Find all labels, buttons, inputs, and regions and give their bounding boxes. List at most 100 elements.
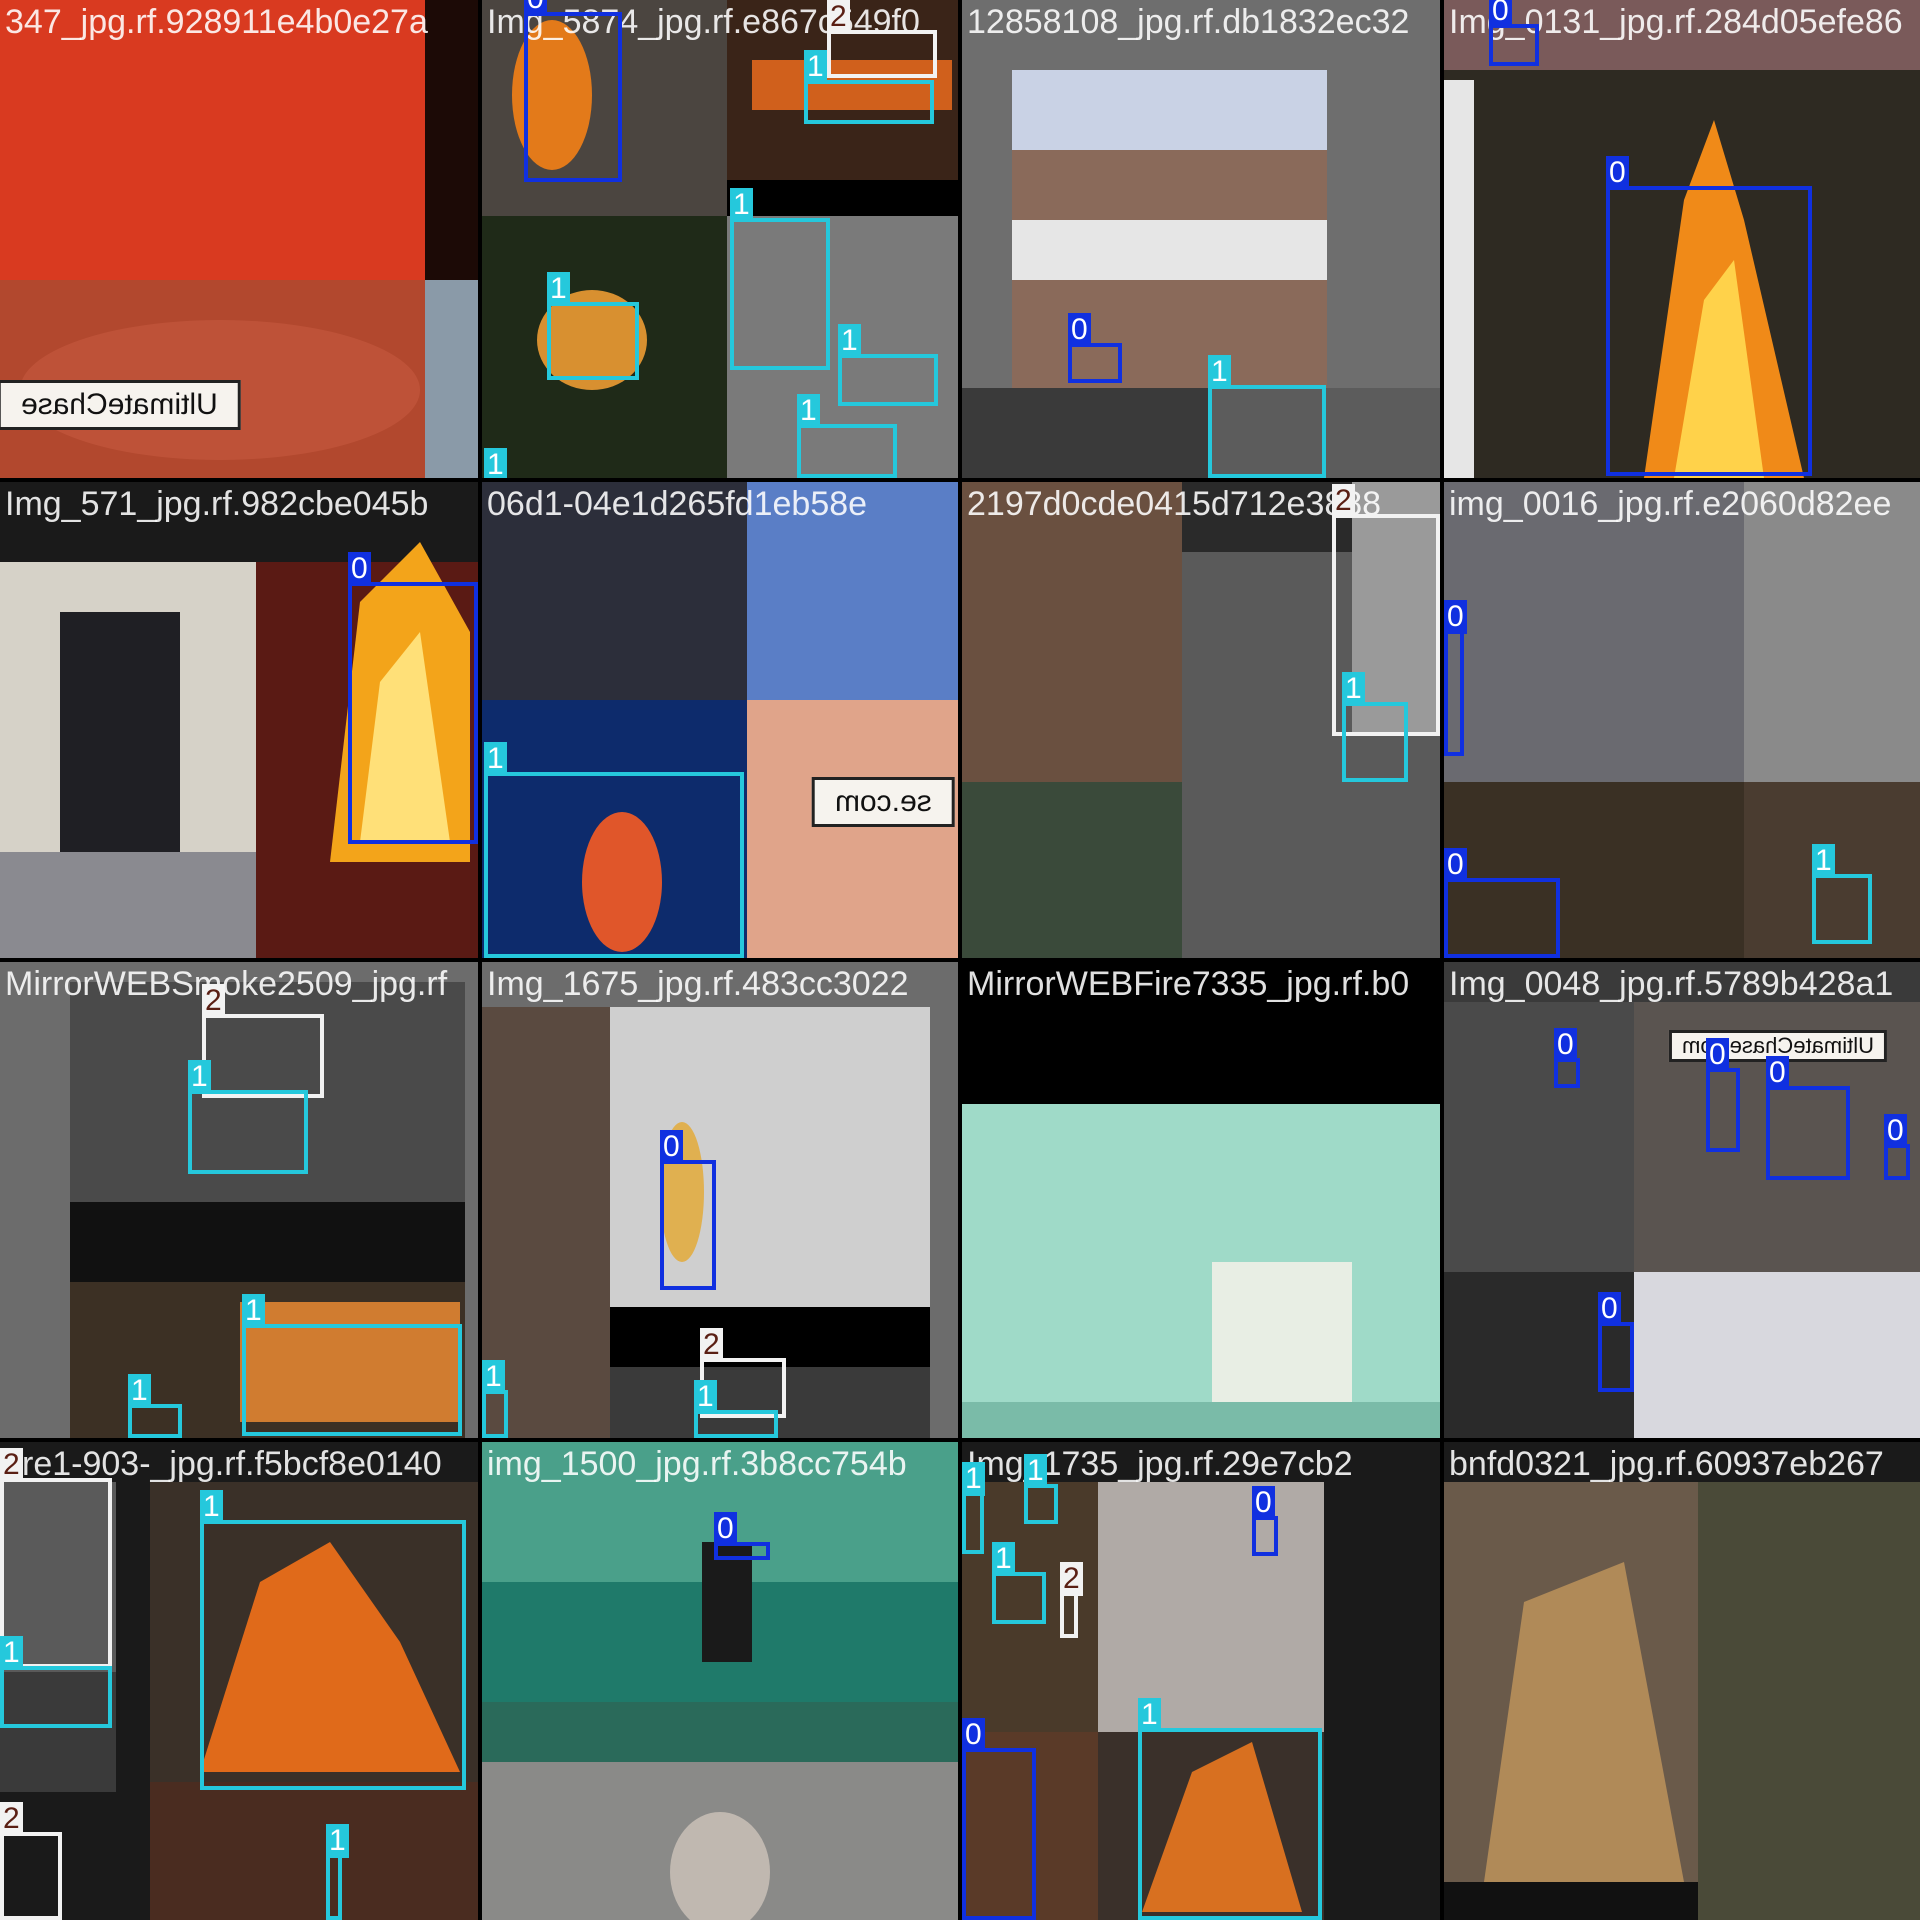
class-label: 1 bbox=[838, 324, 861, 358]
watermark-text: se.com bbox=[812, 777, 955, 827]
red-blurred-closeup-image bbox=[0, 0, 478, 478]
tile-title: Img_1675_jpg.rf.483cc3022 bbox=[487, 965, 909, 1003]
detection-box-class-1: 1 bbox=[694, 1380, 778, 1438]
wooden-chair-forest-image bbox=[1444, 1442, 1920, 1920]
class-label: 0 bbox=[1598, 1292, 1621, 1326]
tile-title: fire1-903-_jpg.rf.f5bcf8e0140 bbox=[5, 1445, 442, 1483]
detection-box-class-0: 0 bbox=[1252, 1486, 1278, 1556]
detection-box-class-1: 1 bbox=[482, 1360, 508, 1438]
watermark-text: UltimateChase bbox=[0, 380, 241, 430]
tile-title: 12858108_jpg.rf.db1832ec32 bbox=[967, 3, 1410, 41]
blue-night-fire-image bbox=[482, 482, 958, 958]
image-tile: UltimateChase.com Img_0048_jpg.rf.5789b4… bbox=[1444, 962, 1920, 1438]
class-label: 1 bbox=[1812, 844, 1835, 878]
class-label: 1 bbox=[482, 1360, 505, 1394]
detection-box-class-0: 0 bbox=[1706, 1038, 1740, 1152]
class-label: 0 bbox=[962, 1718, 985, 1752]
detection-box-class-0: 0 bbox=[660, 1130, 716, 1290]
detection-box-class-0: 0 bbox=[1068, 313, 1122, 383]
detection-box-class-0: 0 bbox=[962, 1718, 1036, 1920]
image-tile: 12858108_jpg.rf.db1832ec32 0 1 bbox=[962, 0, 1440, 478]
class-label: 2 bbox=[700, 1328, 723, 1362]
class-label: 0 bbox=[1489, 0, 1512, 28]
class-label: 0 bbox=[1884, 1114, 1907, 1148]
detection-box-class-1: 1 bbox=[484, 742, 744, 958]
image-tile: 2197d0cde0415d712e3888 2 1 bbox=[962, 482, 1440, 958]
detection-box-class-0: 0 bbox=[1444, 848, 1560, 958]
image-tile: UltimateChase 347_jpg.rf.928911e4b0e27a bbox=[0, 0, 478, 478]
image-tile: Img_1735_jpg.rf.29e7cb2 1 1 1 2 0 0 1 bbox=[962, 1442, 1440, 1920]
class-label: 1 bbox=[128, 1374, 151, 1408]
class-label: 1 bbox=[730, 188, 753, 222]
class-label: 1 bbox=[547, 272, 570, 306]
class-label: 0 bbox=[524, 0, 547, 16]
detection-box-class-0: 0 bbox=[1884, 1114, 1910, 1180]
class-label: 1 bbox=[484, 448, 507, 478]
detection-box-class-0: 0 bbox=[714, 1512, 770, 1560]
image-tile: Img_1675_jpg.rf.483cc3022 0 1 2 1 bbox=[482, 962, 958, 1438]
class-label: 2 bbox=[827, 0, 850, 34]
detection-box-class-0: 0 bbox=[348, 552, 478, 844]
building-fire-image bbox=[962, 482, 1440, 958]
image-tile: se.com 06d1-04e1d265fd1eb58e 1 bbox=[482, 482, 958, 958]
detection-box-class-1: 1 bbox=[188, 1060, 308, 1174]
class-label: 1 bbox=[1342, 672, 1365, 706]
detection-box-class-2: 2 bbox=[1332, 484, 1440, 736]
class-label: 1 bbox=[200, 1490, 223, 1524]
tile-title: img_0016_jpg.rf.e2060d82ee bbox=[1449, 485, 1892, 523]
tile-title: MirrorWEBFire7335_jpg.rf.b0 bbox=[967, 965, 1410, 1003]
detection-box-class-0: 0 bbox=[1606, 156, 1812, 476]
class-label: 1 bbox=[804, 50, 827, 84]
class-label: 1 bbox=[1208, 355, 1231, 389]
detection-box-class-2: 2 bbox=[827, 0, 937, 78]
image-tile: MirrorWEBSmoke2509_jpg.rf 2 1 1 1 bbox=[0, 962, 478, 1438]
image-tile: fire1-903-_jpg.rf.f5bcf8e0140 2 1 1 2 1 bbox=[0, 1442, 478, 1920]
detection-box-class-1: 1 bbox=[838, 324, 938, 406]
class-label: 0 bbox=[660, 1130, 683, 1164]
detection-box-class-2: 2 bbox=[202, 984, 324, 1098]
detection-box-class-2: 2 bbox=[0, 1802, 62, 1920]
tile-title: 2197d0cde0415d712e3888 bbox=[967, 485, 1382, 523]
image-tile: Img_0131_jpg.rf.284d05efe86 0 0 bbox=[1444, 0, 1920, 478]
tile-title: Img_571_jpg.rf.982cbe045b bbox=[5, 485, 429, 523]
tile-title: 06d1-04e1d265fd1eb58e bbox=[487, 485, 868, 523]
tile-title: MirrorWEBSmoke2509_jpg.rf bbox=[5, 965, 448, 1003]
tile-title: 347_jpg.rf.928911e4b0e27a bbox=[5, 3, 428, 41]
detection-box-class-1: 1 bbox=[547, 272, 639, 380]
image-tile: Img_571_jpg.rf.982cbe045b 0 bbox=[0, 482, 478, 958]
image-tile: img_1500_jpg.rf.3b8cc754b 0 bbox=[482, 1442, 958, 1920]
detection-box-class-0: 0 bbox=[1489, 0, 1539, 66]
class-label: 2 bbox=[1332, 484, 1355, 518]
class-label: 1 bbox=[992, 1542, 1015, 1576]
class-label: 1 bbox=[962, 1462, 985, 1496]
class-label: 0 bbox=[1766, 1056, 1789, 1090]
class-label: 0 bbox=[1252, 1486, 1275, 1520]
image-tile: bnfd0321_jpg.rf.60937eb267 bbox=[1444, 1442, 1920, 1920]
detection-box-class-1: 1 bbox=[804, 50, 934, 124]
class-label: 2 bbox=[0, 1448, 23, 1482]
detection-box-class-1: 1 bbox=[326, 1824, 349, 1920]
class-label: 1 bbox=[1138, 1698, 1161, 1732]
kitchen-fireplace-image bbox=[0, 482, 478, 958]
class-label: 2 bbox=[0, 1802, 23, 1836]
detection-box-class-1: 1 bbox=[1342, 672, 1408, 782]
detection-box-class-1: 1 bbox=[992, 1542, 1046, 1624]
tile-title: img_1500_jpg.rf.3b8cc754b bbox=[487, 1445, 907, 1483]
detection-box-class-0: 0 bbox=[1598, 1292, 1634, 1392]
detection-box-class-1: 1 bbox=[730, 188, 830, 370]
image-tile: img_0016_jpg.rf.e2060d82ee 0 0 1 bbox=[1444, 482, 1920, 958]
class-label: 0 bbox=[1068, 313, 1091, 347]
detection-box-class-2: 2 bbox=[1060, 1562, 1083, 1638]
hillside-image bbox=[962, 0, 1440, 478]
class-label: 1 bbox=[188, 1060, 211, 1094]
forest-fire-image bbox=[1444, 0, 1920, 478]
detection-box-class-1: 1 bbox=[1812, 844, 1872, 944]
class-label: 1 bbox=[1024, 1454, 1047, 1488]
class-label: 0 bbox=[1606, 156, 1629, 190]
detection-box-class-1: 1 bbox=[242, 1294, 462, 1436]
class-label: 1 bbox=[0, 1636, 23, 1670]
detection-box-class-0: 0 bbox=[1554, 1028, 1580, 1088]
detection-box-class-1: 1 bbox=[1024, 1454, 1058, 1524]
image-tile: MirrorWEBFire7335_jpg.rf.b0 bbox=[962, 962, 1440, 1438]
